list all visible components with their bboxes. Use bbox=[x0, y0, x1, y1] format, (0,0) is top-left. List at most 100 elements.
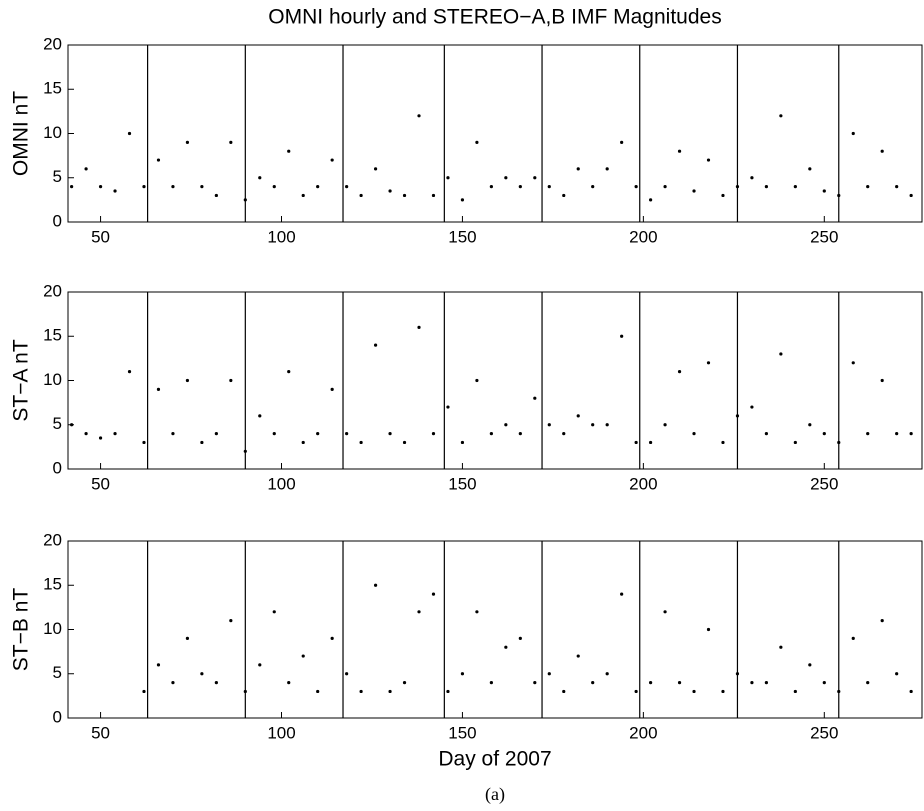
data-point bbox=[576, 414, 580, 418]
data-point bbox=[156, 663, 161, 667]
data-point bbox=[373, 583, 378, 587]
data-point bbox=[866, 432, 870, 436]
data-point bbox=[692, 432, 696, 436]
data-point bbox=[446, 405, 450, 409]
data-point bbox=[605, 167, 609, 171]
data-point bbox=[851, 361, 855, 365]
x-tick-label: 250 bbox=[810, 474, 838, 493]
data-point bbox=[84, 167, 88, 171]
data-point bbox=[895, 185, 899, 189]
data-point bbox=[345, 185, 349, 189]
data-point bbox=[417, 114, 421, 118]
data-point bbox=[127, 131, 132, 136]
data-point bbox=[113, 432, 117, 436]
x-tick-label: 250 bbox=[810, 723, 838, 742]
data-point bbox=[345, 672, 349, 676]
x-tick-label: 200 bbox=[629, 474, 657, 493]
data-point bbox=[258, 663, 262, 667]
data-point bbox=[200, 440, 204, 445]
data-point bbox=[330, 158, 334, 162]
data-point bbox=[200, 672, 204, 676]
data-point bbox=[649, 681, 653, 685]
x-tick-label: 150 bbox=[448, 227, 476, 246]
data-point bbox=[316, 689, 320, 694]
data-point bbox=[721, 193, 725, 198]
data-point bbox=[98, 185, 103, 189]
data-point bbox=[98, 436, 103, 440]
data-point bbox=[706, 158, 711, 162]
data-point bbox=[287, 370, 291, 374]
data-point bbox=[735, 672, 740, 676]
data-point bbox=[388, 689, 392, 694]
data-point bbox=[735, 414, 740, 418]
data-point bbox=[591, 681, 595, 685]
data-point bbox=[142, 440, 146, 445]
y-tick-label: 10 bbox=[43, 370, 62, 389]
data-point bbox=[70, 423, 74, 427]
data-point bbox=[866, 681, 870, 685]
data-point bbox=[808, 423, 812, 427]
data-point bbox=[822, 681, 826, 685]
data-point bbox=[345, 432, 349, 436]
data-point bbox=[663, 185, 667, 189]
data-point bbox=[735, 185, 740, 189]
data-point bbox=[113, 189, 117, 193]
data-point bbox=[301, 654, 305, 658]
data-point bbox=[533, 681, 537, 685]
data-point bbox=[258, 176, 262, 180]
data-point bbox=[895, 432, 899, 436]
data-point bbox=[764, 185, 768, 189]
data-point bbox=[272, 185, 276, 189]
data-point bbox=[677, 149, 682, 153]
y-tick-label: 15 bbox=[43, 326, 62, 345]
data-point bbox=[156, 387, 161, 391]
caption: (a) bbox=[485, 784, 505, 805]
data-point bbox=[620, 140, 624, 144]
data-point bbox=[431, 432, 436, 436]
y-tick-label: 15 bbox=[43, 575, 62, 594]
data-point bbox=[808, 663, 812, 667]
data-point bbox=[837, 440, 841, 445]
data-point bbox=[489, 432, 493, 436]
y-tick-label: 0 bbox=[53, 707, 62, 726]
data-point bbox=[214, 193, 218, 198]
y-tick-label: 20 bbox=[43, 281, 62, 300]
data-point bbox=[822, 189, 826, 193]
data-point bbox=[287, 149, 291, 153]
data-point bbox=[229, 619, 233, 623]
data-point bbox=[533, 396, 537, 400]
data-point bbox=[692, 189, 696, 193]
data-point bbox=[851, 636, 855, 640]
data-point bbox=[185, 378, 190, 383]
x-axis-label: Day of 2007 bbox=[438, 748, 551, 771]
data-point bbox=[388, 432, 392, 436]
data-point bbox=[721, 440, 725, 445]
y-tick-label: 20 bbox=[43, 34, 62, 53]
y-axis-label: ST−B nT bbox=[10, 588, 33, 672]
data-point bbox=[243, 689, 247, 694]
data-point bbox=[880, 619, 884, 623]
data-point bbox=[70, 185, 74, 189]
data-point bbox=[779, 352, 783, 356]
data-point bbox=[301, 440, 305, 445]
data-point bbox=[591, 185, 595, 189]
data-point bbox=[489, 681, 493, 685]
data-point bbox=[171, 185, 175, 189]
data-point bbox=[431, 193, 436, 198]
data-point bbox=[272, 432, 276, 436]
y-tick-label: 10 bbox=[43, 619, 62, 638]
data-point bbox=[171, 681, 175, 685]
data-point bbox=[504, 176, 508, 180]
data-point bbox=[229, 378, 233, 383]
data-point bbox=[562, 432, 566, 436]
data-point bbox=[764, 432, 768, 436]
data-point bbox=[446, 176, 450, 180]
data-point bbox=[793, 185, 797, 189]
data-point bbox=[243, 449, 247, 453]
data-point bbox=[402, 681, 407, 685]
data-point bbox=[634, 440, 638, 445]
data-point bbox=[605, 672, 609, 676]
data-point bbox=[272, 610, 276, 614]
data-point bbox=[895, 672, 899, 676]
data-point bbox=[518, 636, 522, 640]
